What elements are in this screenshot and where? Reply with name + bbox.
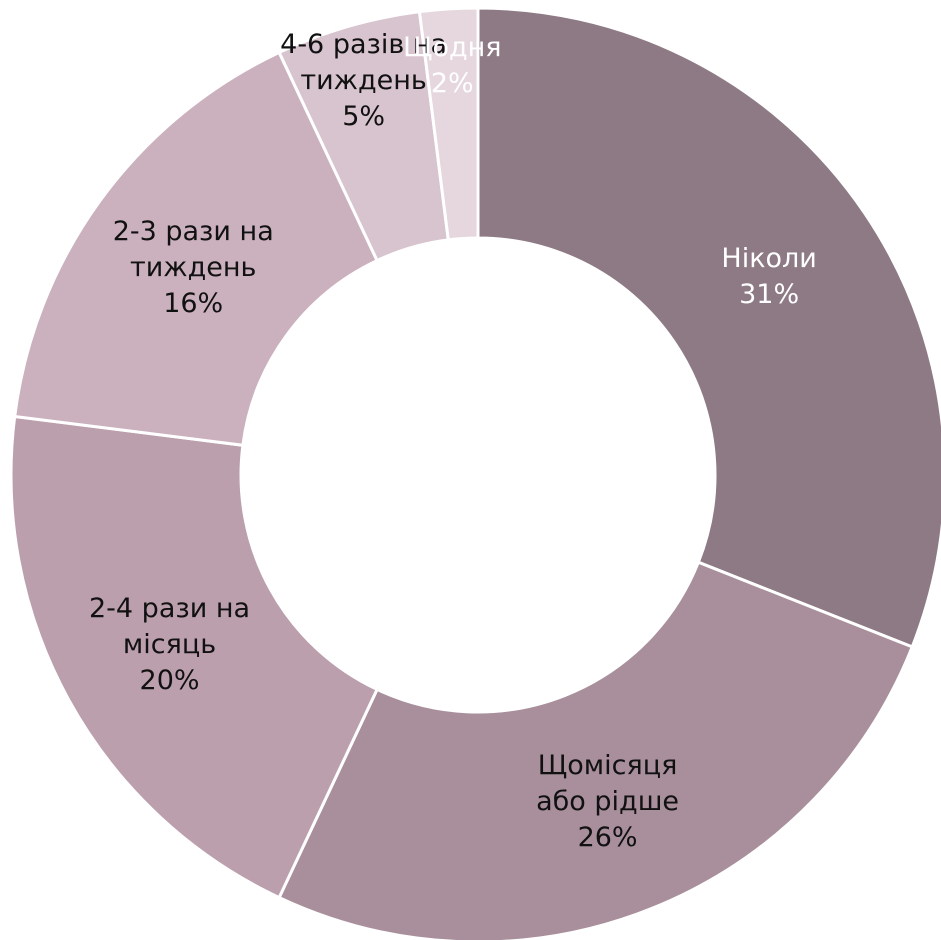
category-label: Ніколи	[721, 243, 817, 275]
category-label: 2-4 рази на місяць	[89, 592, 251, 660]
value-label: 2%	[430, 67, 474, 99]
donut-slice	[13, 50, 380, 447]
slice-label: 4-6 разів на тиждень 5%	[254, 27, 474, 135]
category-label: Щомісяця або рідше	[536, 750, 680, 818]
donut-slice	[277, 560, 915, 940]
value-label: 16%	[163, 288, 224, 320]
value-label: 20%	[139, 664, 200, 696]
donut-slice	[476, 6, 941, 649]
slice-label: Щодня 2%	[352, 30, 552, 102]
value-label: 31%	[739, 279, 800, 311]
category-label: 2-3 рази на тиждень	[112, 216, 274, 284]
slice-label: 2-4 рази на місяць 20%	[65, 591, 275, 699]
value-label: 5%	[342, 101, 386, 133]
category-label: Щодня	[402, 31, 502, 63]
donut-slice	[417, 6, 480, 242]
slice-label: 2-3 рази на тиждень 16%	[88, 214, 298, 322]
category-label: 4-6 разів на тиждень	[280, 29, 448, 97]
donut-slice	[9, 414, 380, 900]
slice-label: Щомісяця або рідше 26%	[523, 748, 693, 856]
slice-label: Ніколи 31%	[669, 241, 869, 313]
value-label: 26%	[577, 822, 638, 854]
